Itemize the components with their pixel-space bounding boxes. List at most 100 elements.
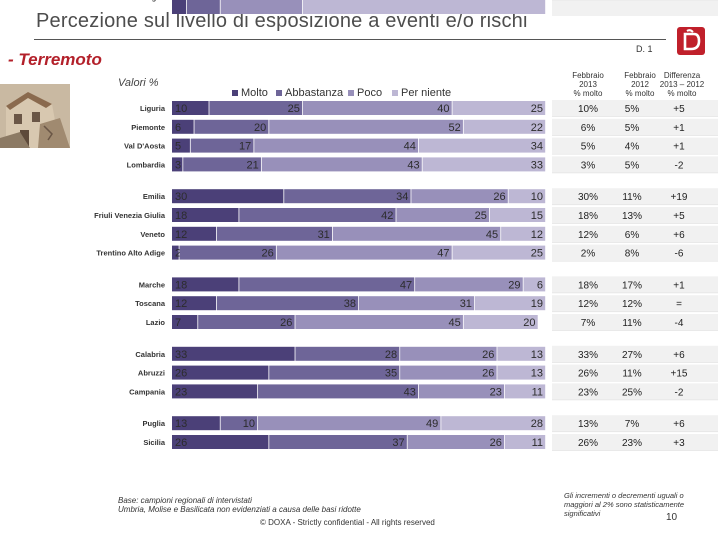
table-cell-marche-diff: +1	[673, 280, 685, 291]
bar-label-toscana-poco: 31	[460, 298, 472, 310]
legend-item-abbastanza: Abbastanza	[276, 87, 343, 99]
bar-label-lombardia-molto: 3	[175, 159, 181, 171]
bar-sicilia-per-niente	[504, 435, 546, 449]
table-cell-friuli-venezia-giulia-diff: +5	[673, 211, 685, 222]
table-row-emilia	[552, 188, 718, 205]
category-label-liguria: Liguria	[140, 104, 166, 113]
table-cell-val-d-aosta-feb2012: 4%	[625, 142, 640, 153]
table-cell-toscana-feb2012: 12%	[622, 299, 642, 310]
bar-label-campania-per-niente: 11	[532, 386, 543, 398]
bar-friuli-venezia-giulia-per-niente	[489, 208, 546, 222]
bar-trentino-alto-adige-poco	[276, 245, 452, 260]
bar-marche-poco	[415, 277, 523, 292]
bar-label-sicilia-abbastanza: 37	[392, 437, 404, 449]
bar-veneto-poco	[332, 226, 501, 241]
table-cell-puglia-feb2012: 7%	[625, 419, 640, 430]
legend-swatch-abbastanza	[276, 90, 282, 96]
table-cell-emilia-feb2012: 11%	[622, 192, 641, 203]
bar-label-sardegna-molto: 4	[175, 0, 181, 3]
table-cell-piemonte-feb2012: 5%	[625, 123, 640, 134]
category-label-val-d-aosta: Val D'Aosta	[124, 142, 166, 151]
bar-label-abruzzi-molto: 26	[175, 368, 187, 380]
bar-label-lombardia-per-niente: 33	[531, 159, 543, 171]
table-cell-puglia-diff: +6	[673, 419, 685, 430]
bar-label-veneto-per-niente: 12	[531, 229, 543, 241]
bar-marche-molto	[172, 277, 239, 292]
bar-calabria-molto	[172, 346, 295, 361]
bar-campania-poco	[418, 384, 505, 399]
bar-emilia-molto	[172, 189, 284, 204]
bar-label-friuli-venezia-giulia-per-niente: 15	[531, 210, 543, 222]
table-cell-lazio-feb2013: 7%	[581, 318, 596, 329]
bar-marche-per-niente	[523, 277, 546, 292]
bar-sicilia-poco	[407, 435, 505, 449]
bar-trentino-alto-adige-abbastanza	[179, 245, 276, 260]
legend-item-per-niente: Per niente	[392, 87, 451, 99]
legend-label-per-niente: Per niente	[401, 87, 452, 99]
bar-label-emilia-per-niente: 10	[531, 191, 543, 203]
category-label-marche: Marche	[139, 280, 165, 289]
bar-val-d-aosta-molto	[172, 138, 190, 153]
table-cell-puglia-feb2013: 13%	[578, 419, 598, 430]
bar-toscana-poco	[359, 296, 475, 311]
table-cell-toscana-diff: =	[676, 299, 682, 310]
bar-liguria-per-niente	[452, 101, 546, 115]
table-cell-sardegna-feb2013: 4%	[581, 0, 596, 3]
bar-label-sardegna-per-niente: 65	[531, 0, 543, 3]
table-cell-sicilia-feb2013: 26%	[578, 438, 598, 449]
bar-label-puglia-poco: 49	[426, 418, 438, 430]
category-label-friuli-venezia-giulia: Friuli Venezia Giulia	[94, 211, 166, 220]
category-label-toscana: Toscana	[135, 299, 166, 308]
bar-piemonte-per-niente	[463, 119, 546, 134]
bar-label-toscana-abbastanza: 38	[344, 298, 356, 310]
bar-label-friuli-venezia-giulia-poco: 25	[475, 210, 487, 222]
bar-toscana-per-niente	[474, 296, 546, 311]
bar-label-veneto-molto: 12	[175, 229, 187, 241]
column-header-difference: Differenza 2013 – 2012 % molto	[659, 71, 705, 98]
bar-label-marche-per-niente: 6	[537, 279, 543, 291]
bar-label-lombardia-poco: 43	[407, 159, 419, 171]
bar-label-emilia-molto: 30	[175, 191, 187, 203]
table-cell-calabria-feb2012: 27%	[622, 350, 642, 361]
table-cell-veneto-diff: +6	[673, 230, 685, 241]
bar-trentino-alto-adige-per-niente	[452, 245, 546, 260]
bar-label-sardegna-poco: 22	[288, 0, 300, 3]
bar-label-campania-poco: 23	[490, 386, 502, 398]
table-cell-lombardia-diff: -2	[675, 160, 684, 171]
table-cell-toscana-feb2013: 12%	[578, 299, 598, 310]
bar-piemonte-poco	[269, 119, 463, 134]
bar-campania-molto	[172, 384, 258, 399]
table-cell-marche-feb2012: 17%	[622, 280, 642, 291]
bar-label-piemonte-molto: 6	[175, 122, 181, 134]
bar-lazio-abbastanza	[198, 315, 295, 329]
bar-emilia-abbastanza	[284, 189, 411, 204]
bar-puglia-abbastanza	[220, 416, 258, 431]
bar-lazio-poco	[295, 315, 463, 329]
category-label-calabria: Calabria	[135, 350, 165, 359]
bar-label-emilia-poco: 26	[493, 191, 505, 203]
bar-marche-abbastanza	[239, 277, 415, 292]
table-cell-trentino-alto-adige-feb2013: 2%	[581, 249, 596, 260]
bar-sicilia-molto	[172, 435, 269, 449]
bar-label-val-d-aosta-poco: 44	[404, 141, 416, 153]
table-row-marche	[552, 276, 718, 293]
table-row-val-d-aosta	[552, 137, 718, 154]
bar-calabria-per-niente	[497, 346, 546, 361]
bar-label-lazio-poco: 45	[448, 317, 460, 329]
bar-calabria-poco	[400, 346, 497, 361]
bar-veneto-per-niente	[501, 226, 546, 241]
bar-label-calabria-poco: 26	[482, 349, 494, 361]
footer-base-note: Base: campioni regionali di intervistati…	[118, 496, 361, 514]
subtitle: - Terremoto	[8, 50, 102, 69]
table-cell-trentino-alto-adige-diff: -6	[675, 249, 684, 260]
category-label-puglia: Puglia	[142, 419, 165, 428]
legend-label-poco: Poco	[357, 87, 383, 99]
bar-label-sardegna-abbastanza: 9	[211, 0, 217, 3]
bar-label-val-d-aosta-per-niente: 34	[531, 141, 543, 153]
bar-lombardia-molto	[172, 157, 183, 172]
table-cell-trentino-alto-adige-feb2012: 8%	[625, 249, 640, 260]
bar-label-liguria-abbastanza: 25	[288, 103, 300, 115]
bar-emilia-per-niente	[508, 189, 546, 204]
category-label-lombardia: Lombardia	[127, 160, 166, 169]
table-row-lazio	[552, 314, 718, 330]
